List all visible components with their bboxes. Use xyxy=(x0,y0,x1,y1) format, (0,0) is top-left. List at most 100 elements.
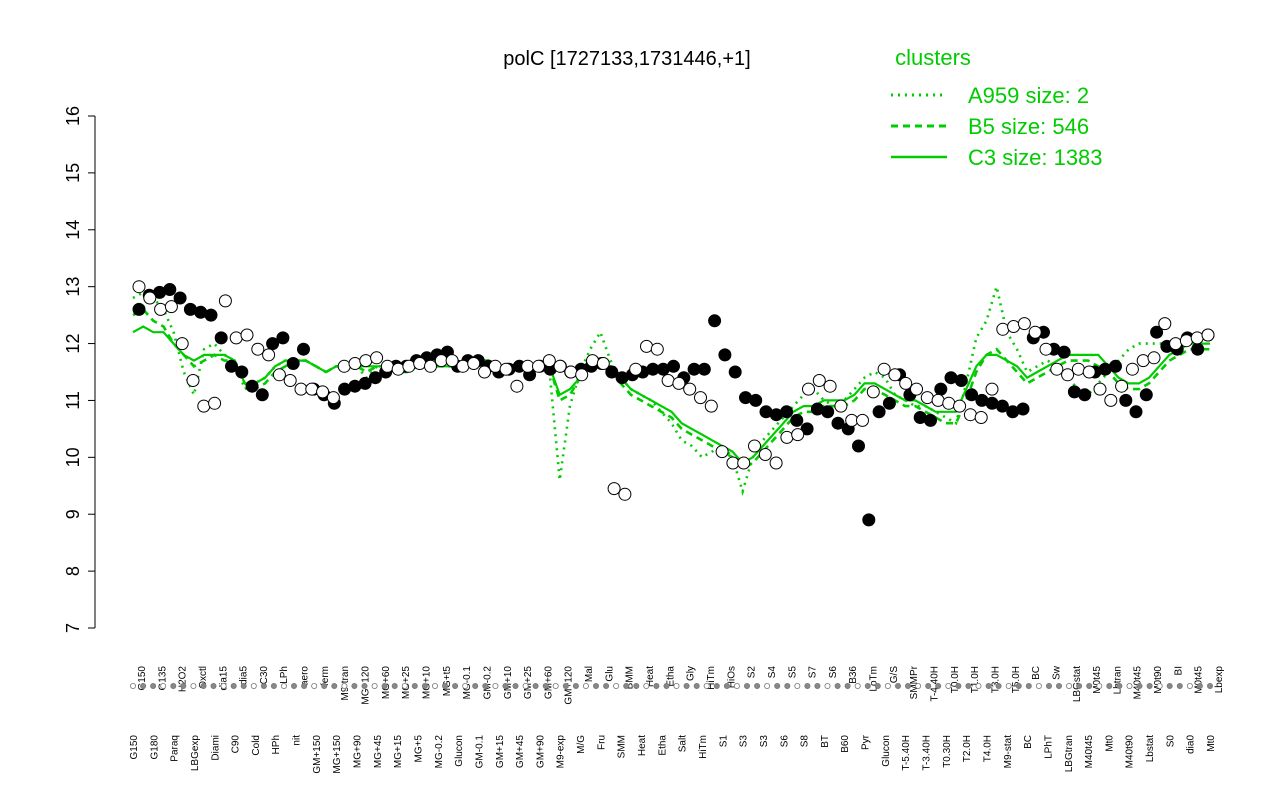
x-marker-43 xyxy=(562,683,569,690)
series-layer xyxy=(132,281,1210,497)
x-marker-25 xyxy=(381,683,388,690)
x-tick-label-bottom-7: HPh xyxy=(271,735,282,754)
point-open-6 xyxy=(197,399,211,413)
x-marker-45 xyxy=(582,683,589,690)
x-marker-94 xyxy=(1076,683,1083,690)
x-marker-56 xyxy=(693,683,700,690)
x-tick-label-top-35: B36 xyxy=(848,666,859,684)
x-tick-label-top-23: Glu xyxy=(604,666,615,682)
x-marker-91 xyxy=(1046,683,1053,690)
point-open-1 xyxy=(143,291,157,305)
point-open-19 xyxy=(337,359,351,373)
x-marker-74 xyxy=(874,683,881,690)
point-open-33 xyxy=(488,359,502,373)
x-marker-87 xyxy=(1005,683,1012,690)
x-marker-69 xyxy=(824,683,831,690)
point-open-36 xyxy=(521,359,535,373)
point-open-27 xyxy=(424,359,437,373)
x-tick-label-top-49: M40t45 xyxy=(1133,666,1144,700)
point-open-95 xyxy=(1158,317,1172,331)
x-marker-57 xyxy=(703,683,710,690)
x-marker-40 xyxy=(532,683,539,690)
point-filled-0 xyxy=(132,302,146,316)
x-tick-label-bottom-41: T2.0H xyxy=(962,735,973,762)
x-tick-label-bottom-53: Mt0 xyxy=(1206,735,1217,752)
point-open-97 xyxy=(1179,334,1193,348)
point-open-76 xyxy=(953,399,967,413)
x-tick-label-top-24: BMM xyxy=(625,666,636,689)
x-tick-label-bottom-15: MG-0.2 xyxy=(434,735,445,769)
x-marker-51 xyxy=(643,683,650,690)
point-open-46 xyxy=(629,362,643,376)
x-tick-label-bottom-22: M/G xyxy=(576,735,587,754)
x-marker-29 xyxy=(421,683,428,690)
x-tick-label-bottom-10: MG+150 xyxy=(332,735,343,774)
point-filled-64 xyxy=(790,413,804,427)
point-open-63 xyxy=(812,374,826,387)
x-marker-96 xyxy=(1096,683,1103,690)
x-marker-47 xyxy=(603,683,610,690)
x-marker-101 xyxy=(1146,683,1153,690)
point-open-93 xyxy=(1136,354,1150,368)
x-tick-label-bottom-51: S0 xyxy=(1165,735,1176,748)
x-marker-1 xyxy=(140,683,147,690)
point-open-65 xyxy=(834,399,848,413)
x-marker-55 xyxy=(683,683,690,690)
x-marker-83 xyxy=(965,683,972,690)
x-marker-31 xyxy=(441,683,448,690)
point-open-72 xyxy=(910,382,923,396)
point-open-99 xyxy=(1201,328,1215,342)
x-tick-label-top-48: Lbtran xyxy=(1112,666,1123,694)
x-marker-10 xyxy=(230,683,237,690)
point-open-66 xyxy=(845,413,859,427)
x-tick-label-top-21: GM+120 xyxy=(564,666,575,705)
x-marker-22 xyxy=(351,683,358,690)
x-tick-label-bottom-1: G180 xyxy=(149,735,160,760)
point-open-75 xyxy=(942,396,956,410)
y-tick-label-9: 16 xyxy=(63,106,83,126)
x-tick-label-top-19: GM+25 xyxy=(523,666,534,700)
x-tick-label-top-34: S6 xyxy=(828,666,839,679)
x-marker-65 xyxy=(784,683,791,690)
point-open-64 xyxy=(823,379,837,393)
point-filled-46 xyxy=(605,365,619,379)
point-filled-14 xyxy=(276,331,290,345)
x-marker-66 xyxy=(794,683,801,690)
legend: clusters A959 size: 2 B5 size: 546 C3 size… xyxy=(891,45,1103,170)
x-tick-label-top-39: T-4.40H xyxy=(930,666,941,702)
y-tick-label-3: 10 xyxy=(63,447,83,467)
point-open-89 xyxy=(1093,382,1107,396)
x-tick-label-top-51: BI xyxy=(1173,666,1184,675)
point-open-62 xyxy=(802,382,815,396)
x-marker-8 xyxy=(210,683,217,690)
x-tick-label-top-32: S5 xyxy=(787,666,798,679)
point-open-32 xyxy=(478,365,491,379)
point-open-44 xyxy=(607,482,621,496)
x-marker-102 xyxy=(1156,683,1163,690)
x-marker-14 xyxy=(270,683,277,690)
x-tick-label-bottom-48: Mt0 xyxy=(1104,735,1115,752)
point-open-92 xyxy=(1125,362,1139,376)
point-open-29 xyxy=(445,354,459,368)
legend-entry-1: B5 size: 546 xyxy=(968,114,1089,139)
point-open-24 xyxy=(391,362,405,376)
x-marker-97 xyxy=(1106,683,1113,690)
x-marker-42 xyxy=(552,683,559,690)
x-tick-label-bottom-9: GM+150 xyxy=(312,735,323,774)
point-filled-56 xyxy=(708,314,722,328)
x-marker-72 xyxy=(854,683,861,690)
point-open-82 xyxy=(1017,317,1031,331)
x-marker-44 xyxy=(572,683,579,690)
x-tick-label-top-22: Mal xyxy=(584,666,595,682)
point-filled-15 xyxy=(286,357,300,370)
x-marker-73 xyxy=(864,683,871,690)
x-marker-105 xyxy=(1186,683,1193,690)
x-tick-label-bottom-49: M40t90 xyxy=(1125,735,1136,769)
x-tick-label-bottom-46: LBGtran xyxy=(1064,735,1075,772)
x-tick-label-top-17: GM-0.2 xyxy=(483,666,494,700)
x-tick-label-top-52: M0t45 xyxy=(1194,666,1205,694)
x-tick-label-top-40: T0.0H xyxy=(950,666,961,693)
x-marker-80 xyxy=(935,683,942,690)
x-tick-label-bottom-45: LPhT xyxy=(1043,735,1054,759)
point-filled-63 xyxy=(780,405,794,419)
